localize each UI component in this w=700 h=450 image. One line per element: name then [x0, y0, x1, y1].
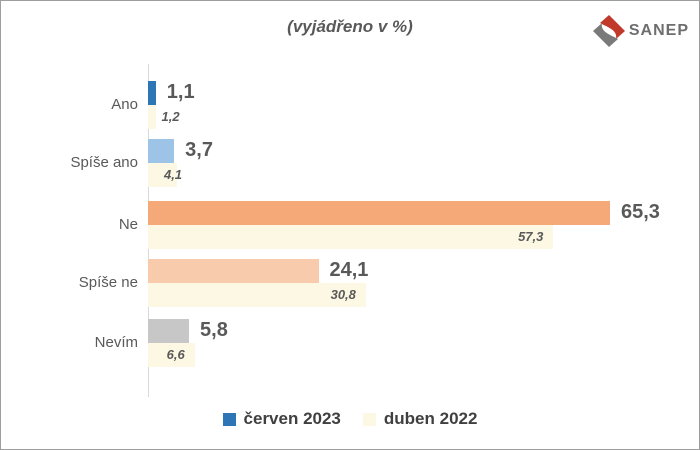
category-label-spise-ano: Spíše ano — [70, 154, 138, 171]
value-label-2023-nevim: 5,8 — [200, 319, 228, 341]
legend: červen 2023 duben 2022 — [1, 406, 699, 432]
bar-2022-ano — [148, 104, 157, 129]
category-label-ano: Ano — [111, 96, 138, 113]
sanep-logo: SANEP — [591, 14, 689, 48]
legend-item-cerven-2023: červen 2023 — [222, 409, 341, 429]
bar-2023-ne — [148, 201, 610, 225]
legend-swatch-cerven-2023 — [222, 412, 236, 426]
value-label-2022-spise-ne: 30,8 — [330, 286, 356, 302]
category-label-ne: Ne — [118, 216, 138, 233]
legend-item-duben-2022: duben 2022 — [362, 409, 478, 429]
bar-2023-ano — [148, 81, 156, 105]
category-label-spise-ne: Spíše ne — [78, 274, 138, 291]
value-label-2022-nevim: 6,6 — [166, 346, 185, 362]
value-label-2022-ne: 57,3 — [518, 228, 544, 244]
value-label-2022-ano: 1,2 — [161, 108, 180, 124]
legend-label-cerven-2023: červen 2023 — [243, 409, 341, 428]
value-label-2022-spise-ano: 4,1 — [163, 166, 183, 182]
bar-2022-nevim — [148, 342, 195, 367]
legend-label-duben-2022: duben 2022 — [383, 409, 478, 428]
value-label-2023-ano: 1,1 — [166, 81, 195, 103]
sanep-logo-icon — [592, 15, 625, 47]
value-label-2023-ne: 65,3 — [620, 201, 660, 223]
category-label-nevim: Nevím — [94, 334, 138, 351]
bar-2023-spise-ano — [148, 139, 175, 163]
bar-2023-nevim — [148, 319, 190, 343]
bar-2023-spise-ne — [148, 259, 319, 283]
value-label-2023-spise-ne: 24,1 — [329, 259, 369, 281]
sanep-logo-text: SANEP — [628, 22, 689, 39]
value-label-2023-spise-ano: 3,7 — [185, 139, 213, 161]
chart-title: (vyjádřeno v %) — [287, 17, 413, 36]
bar-2022-spise-ne — [148, 282, 366, 307]
legend-swatch-duben-2022 — [362, 412, 376, 426]
bar-2022-ne — [148, 224, 554, 249]
bar-2022-spise-ano — [148, 162, 177, 187]
